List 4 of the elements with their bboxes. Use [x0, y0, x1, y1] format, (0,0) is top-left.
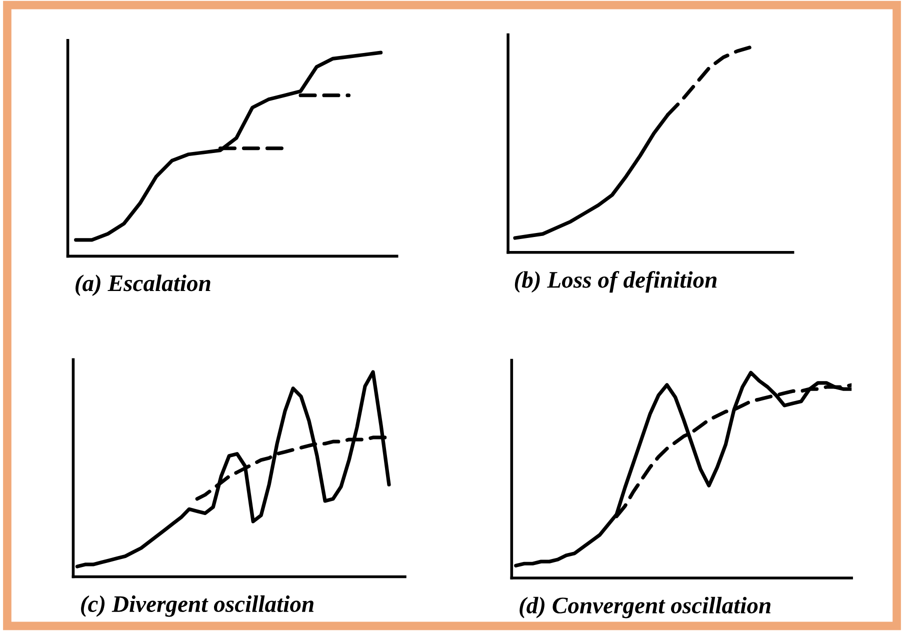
text: (d) Convergent oscillation: [520, 596, 770, 618]
text: (a) Escalation: [76, 274, 210, 296]
text: (c) Divergent oscillation: [81, 595, 314, 617]
text: (b) Loss of definition: [514, 270, 717, 293]
